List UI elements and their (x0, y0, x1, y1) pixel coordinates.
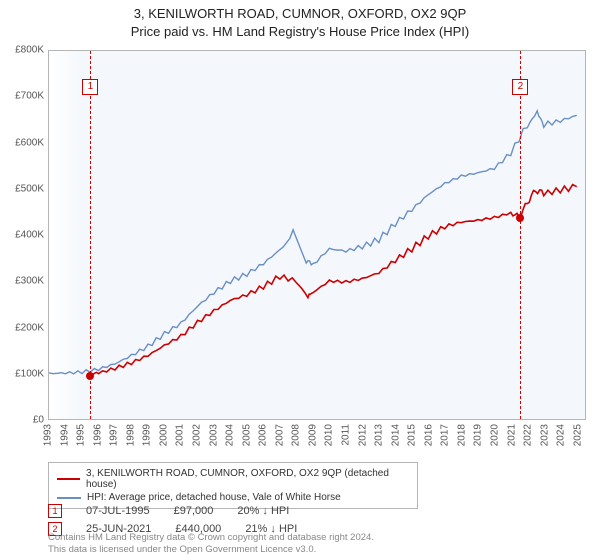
x-tick-label: 2012 (357, 424, 368, 446)
marker-line (520, 51, 521, 419)
x-tick-label: 2013 (374, 424, 385, 446)
legend-row-hpi: HPI: Average price, detached house, Vale… (57, 491, 409, 504)
x-tick-label: 2024 (556, 424, 567, 446)
x-tick-label: 2022 (523, 424, 534, 446)
x-tick-label: 2001 (175, 424, 186, 446)
x-tick-label: 1995 (76, 424, 87, 446)
sale-price-1: £97,000 (174, 505, 214, 517)
legend-label-hpi: HPI: Average price, detached house, Vale… (87, 492, 341, 503)
x-tick-label: 2004 (225, 424, 236, 446)
legend-label-property: 3, KENILWORTH ROAD, CUMNOR, OXFORD, OX2 … (86, 468, 409, 490)
legend-box: 3, KENILWORTH ROAD, CUMNOR, OXFORD, OX2 … (48, 462, 418, 509)
sale-date-1: 07-JUL-1995 (86, 505, 150, 517)
y-tick-label: £600K (0, 137, 44, 148)
legend-swatch-property (57, 478, 80, 480)
x-tick-label: 2005 (241, 424, 252, 446)
y-tick-label: £300K (0, 276, 44, 287)
y-tick-label: £700K (0, 91, 44, 102)
x-tick-label: 1993 (43, 424, 54, 446)
chart-title-sub: Price paid vs. HM Land Registry's House … (0, 24, 600, 39)
marker-dot (86, 372, 94, 380)
y-tick-label: £200K (0, 322, 44, 333)
chart-plot-area: 12 (48, 50, 586, 420)
x-tick-label: 2007 (274, 424, 285, 446)
footer-attribution: Contains HM Land Registry data © Crown c… (48, 532, 374, 556)
x-tick-label: 2016 (423, 424, 434, 446)
x-tick-label: 2018 (456, 424, 467, 446)
x-tick-label: 2006 (258, 424, 269, 446)
x-tick-label: 1997 (109, 424, 120, 446)
y-tick-label: £0 (0, 415, 44, 426)
footer-line1: Contains HM Land Registry data © Crown c… (48, 532, 374, 543)
y-tick-label: £800K (0, 45, 44, 56)
sale-badge-1: 1 (48, 504, 62, 518)
sale-row-1: 1 07-JUL-1995 £97,000 20% ↓ HPI (48, 504, 289, 518)
x-tick-label: 2023 (539, 424, 550, 446)
marker-dot (516, 214, 524, 222)
x-tick-label: 2014 (390, 424, 401, 446)
x-tick-label: 1999 (142, 424, 153, 446)
x-tick-label: 2009 (307, 424, 318, 446)
legend-swatch-hpi (57, 497, 81, 499)
x-tick-label: 2019 (473, 424, 484, 446)
x-tick-label: 2010 (324, 424, 335, 446)
y-tick-label: £500K (0, 183, 44, 194)
marker-badge: 2 (512, 79, 528, 95)
x-tick-label: 2017 (440, 424, 451, 446)
x-tick-label: 2003 (208, 424, 219, 446)
y-tick-label: £100K (0, 368, 44, 379)
chart-background (49, 51, 585, 419)
x-tick-label: 2002 (191, 424, 202, 446)
x-tick-label: 2025 (572, 424, 583, 446)
x-tick-label: 2008 (291, 424, 302, 446)
y-tick-label: £400K (0, 230, 44, 241)
legend-row-property: 3, KENILWORTH ROAD, CUMNOR, OXFORD, OX2 … (57, 467, 409, 491)
x-tick-label: 2011 (340, 424, 351, 446)
sale-delta-1: 20% ↓ HPI (237, 505, 289, 517)
x-tick-label: 2000 (158, 424, 169, 446)
footer-line2: This data is licensed under the Open Gov… (48, 544, 316, 555)
x-tick-label: 1994 (59, 424, 70, 446)
chart-title-main: 3, KENILWORTH ROAD, CUMNOR, OXFORD, OX2 … (0, 6, 600, 21)
x-tick-label: 1996 (92, 424, 103, 446)
x-tick-label: 2020 (489, 424, 500, 446)
marker-line (90, 51, 91, 419)
x-tick-label: 2021 (506, 424, 517, 446)
x-tick-label: 2015 (407, 424, 418, 446)
x-tick-label: 1998 (125, 424, 136, 446)
marker-badge: 1 (82, 79, 98, 95)
chart-title-block: 3, KENILWORTH ROAD, CUMNOR, OXFORD, OX2 … (0, 0, 600, 39)
